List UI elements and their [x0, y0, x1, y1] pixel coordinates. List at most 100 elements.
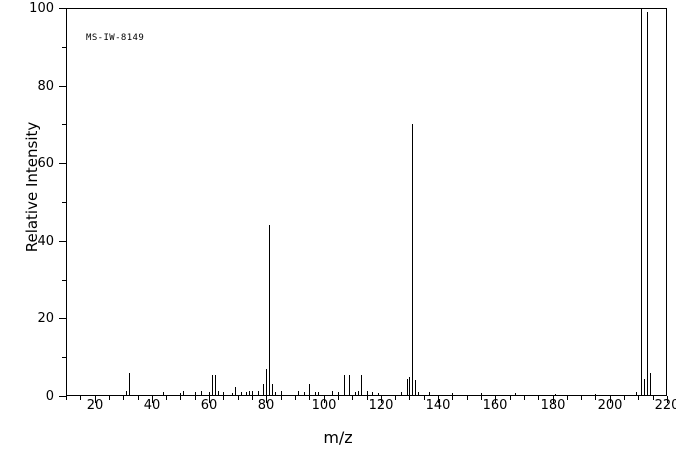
x-tick-label: 80 — [257, 398, 275, 413]
spectrum-peak — [647, 11, 648, 396]
spectrum-peak — [415, 380, 416, 396]
x-tick-major — [667, 396, 668, 403]
x-tick-minor — [510, 396, 511, 400]
spectrum-peak — [595, 393, 596, 396]
spectrum-peak — [636, 392, 637, 396]
x-tick-label: 180 — [540, 398, 566, 413]
x-tick-label: 60 — [200, 398, 218, 413]
x-tick-major — [381, 396, 382, 403]
y-tick-major — [59, 396, 66, 397]
spectrum-peak — [418, 392, 419, 396]
x-tick-minor — [481, 396, 482, 400]
x-tick-label: 140 — [425, 398, 451, 413]
x-tick-major — [553, 396, 554, 403]
x-tick-minor — [138, 396, 139, 400]
x-tick-label: 40 — [143, 398, 161, 413]
x-tick-minor — [66, 396, 67, 400]
x-tick-minor — [567, 396, 568, 400]
spectrum-peak — [201, 391, 202, 396]
spectrum-peak — [372, 392, 373, 396]
x-tick-minor — [309, 396, 310, 400]
x-tick-minor — [653, 396, 654, 400]
x-tick-minor — [409, 396, 410, 400]
spectrum-peak — [223, 392, 224, 396]
spectrum-peak — [332, 391, 333, 396]
x-tick-label: 100 — [311, 398, 337, 413]
spectrum-peak — [409, 377, 410, 396]
y-tick-major — [59, 318, 66, 319]
x-tick-label: 20 — [86, 398, 104, 413]
spectrum-peak — [407, 378, 408, 396]
x-tick-major — [95, 396, 96, 403]
x-tick-label: 120 — [368, 398, 394, 413]
x-tick-major — [438, 396, 439, 403]
spectrum-peak — [269, 225, 270, 396]
spectrum-peak — [249, 390, 250, 396]
y-tick-label: 40 — [37, 234, 54, 249]
spectrum-peak — [304, 392, 305, 396]
spectrum-peak — [412, 124, 413, 396]
spectrum-peak — [129, 372, 130, 396]
y-tick-minor — [62, 357, 66, 358]
spectrum-peak — [195, 392, 196, 396]
spectrum-peak — [555, 393, 556, 396]
spectrum-peak — [163, 392, 164, 396]
spectrum-peak — [309, 384, 310, 396]
x-axis-label: m/z — [323, 428, 353, 447]
x-tick-major — [495, 396, 496, 403]
spectrum-peak — [378, 392, 379, 396]
x-tick-minor — [467, 396, 468, 400]
x-tick-label: 220 — [654, 398, 676, 413]
spectrum-peak — [258, 391, 259, 396]
x-tick-minor — [581, 396, 582, 400]
spectrum-peak — [215, 375, 216, 396]
plot-frame — [66, 8, 667, 396]
spectrum-peak — [232, 392, 233, 396]
spectrum-peak — [275, 392, 276, 396]
y-tick-minor — [62, 47, 66, 48]
y-tick-minor — [62, 202, 66, 203]
spectrum-peak — [266, 368, 267, 396]
spectrum-peak — [315, 392, 316, 396]
x-tick-minor — [281, 396, 282, 400]
x-tick-minor — [595, 396, 596, 400]
spectrum-peak — [126, 391, 127, 396]
spectrum-peak — [644, 378, 645, 396]
spectrum-peak — [246, 392, 247, 396]
x-tick-minor — [395, 396, 396, 400]
y-tick-label: 80 — [37, 79, 54, 94]
spectrum-peak — [361, 374, 362, 396]
x-tick-minor — [624, 396, 625, 400]
spectrum-peak — [650, 372, 651, 396]
y-tick-label: 100 — [29, 1, 54, 16]
spectrum-peak — [355, 392, 356, 396]
spectrum-peak — [429, 392, 430, 396]
x-tick-minor — [109, 396, 110, 400]
spectrum-peak — [212, 374, 213, 396]
x-tick-minor — [538, 396, 539, 400]
x-tick-minor — [338, 396, 339, 400]
spectrum-peak — [180, 392, 181, 396]
spectrum-peak — [344, 374, 345, 396]
spectrum-peak — [252, 391, 253, 396]
y-tick-minor — [62, 280, 66, 281]
x-tick-minor — [452, 396, 453, 400]
x-tick-minor — [524, 396, 525, 400]
x-tick-minor — [223, 396, 224, 400]
x-tick-minor — [252, 396, 253, 400]
spectrum-peak — [218, 390, 219, 396]
x-tick-minor — [367, 396, 368, 400]
spectrum-peak — [241, 391, 242, 396]
x-tick-minor — [238, 396, 239, 400]
y-tick-label: 0 — [45, 389, 54, 404]
spectrum-peak — [235, 386, 236, 396]
y-tick-major — [59, 163, 66, 164]
x-tick-minor — [180, 396, 181, 400]
spectrum-peak — [281, 391, 282, 396]
spectrum-peak — [263, 384, 264, 396]
x-tick-minor — [352, 396, 353, 400]
y-tick-major — [59, 8, 66, 9]
x-tick-minor — [638, 396, 639, 400]
